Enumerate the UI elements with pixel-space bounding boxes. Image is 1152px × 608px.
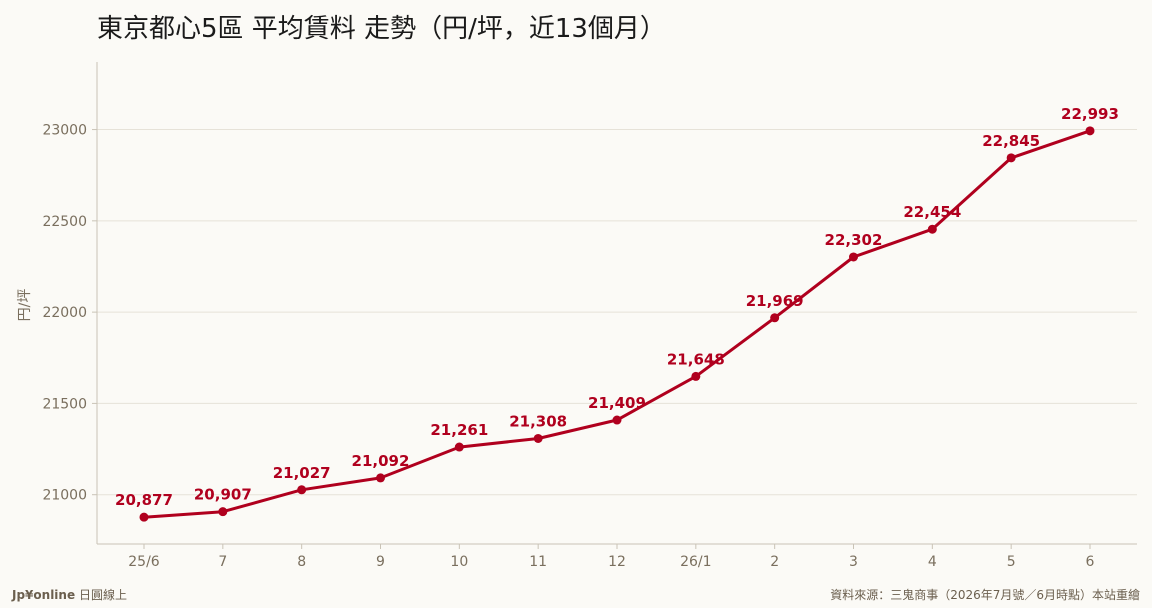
data-point — [770, 313, 780, 323]
x-tick-label: 26/1 — [680, 554, 711, 570]
y-tick-label: 21500 — [42, 396, 87, 412]
data-label: 21,261 — [430, 421, 488, 439]
data-label: 21,027 — [273, 464, 331, 482]
x-tick-label: 25/6 — [128, 554, 160, 570]
data-label: 21,308 — [509, 412, 567, 430]
data-label: 21,648 — [667, 350, 725, 368]
data-point — [1006, 153, 1016, 163]
x-tick-label: 4 — [928, 554, 937, 570]
y-tick-label: 23000 — [42, 123, 87, 139]
brand-suffix: 日圓線上 — [78, 588, 127, 602]
data-label: 21,409 — [588, 394, 646, 412]
data-point — [849, 252, 858, 262]
data-point — [454, 442, 464, 452]
data-point — [297, 485, 307, 495]
x-tick-label: 9 — [376, 554, 385, 570]
y-tick-label: 22000 — [42, 305, 87, 321]
gridlines — [97, 129, 1137, 496]
data-point — [139, 512, 149, 522]
data-label: 20,877 — [115, 491, 173, 509]
data-points — [139, 126, 1095, 522]
data-point — [376, 473, 385, 483]
series-line — [142, 129, 1092, 519]
x-tick-label: 10 — [450, 554, 468, 570]
x-tick-label: 12 — [608, 554, 626, 570]
data-point — [927, 224, 937, 234]
chart-title: 東京都心5區 平均賃料 走勢（円/坪，近13個月） — [97, 14, 666, 44]
data-label: 22,993 — [1061, 105, 1119, 123]
x-tick-label: 6 — [1086, 554, 1095, 570]
data-point — [218, 507, 228, 517]
data-point — [1085, 126, 1095, 136]
data-point — [612, 415, 622, 425]
data-label: 21,092 — [352, 452, 410, 470]
y-tick-label: 21000 — [42, 488, 87, 504]
x-tick-label: 8 — [297, 554, 306, 570]
y-tick-label: 22500 — [42, 214, 87, 230]
x-tick-label: 11 — [529, 554, 547, 570]
data-point — [691, 371, 701, 381]
data-label: 22,302 — [825, 231, 883, 249]
data-label: 21,969 — [746, 292, 804, 310]
x-tick-label: 5 — [1007, 554, 1016, 570]
brand-name: Jp¥online — [12, 588, 76, 602]
y-axis-ticks: 21000 21500 22000 22500 23000 — [42, 123, 97, 504]
x-tick-label: 2 — [770, 554, 779, 570]
y-axis-label: 円/坪 — [17, 289, 33, 322]
x-tick-label: 3 — [849, 554, 858, 570]
data-point — [533, 433, 543, 443]
data-label: 20,907 — [194, 486, 252, 504]
footer-brand: Jp¥online 日圓線上 — [12, 586, 127, 603]
data-labels: 20,877 20,907 21,027 21,092 21,261 21,308 21,4… — [115, 105, 1119, 509]
data-label: 22,454 — [903, 203, 961, 221]
x-axis-ticks: 25/6 7 8 9 10 11 12 26/1 2 3 4 5 6 — [128, 544, 1095, 570]
data-label: 22,845 — [982, 132, 1040, 150]
x-tick-label: 7 — [218, 554, 227, 570]
footer-source: 資料來源：三鬼商事（2026年7月號／6月時點）本站重繪 — [830, 588, 1140, 602]
